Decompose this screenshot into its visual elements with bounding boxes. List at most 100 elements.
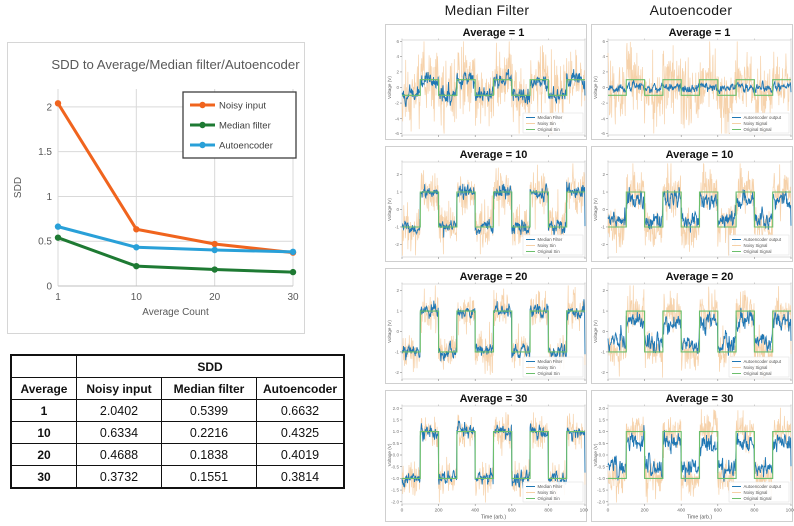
subplot-y-label: Voltage (V) — [387, 198, 392, 221]
subplot-y-label: Voltage (V) — [387, 443, 392, 466]
svg-text:2: 2 — [602, 172, 605, 177]
subplot-ae-avg-10: Average = 10 -2 -1 0 1 2 Voltage (V) Autoencode… — [591, 146, 793, 262]
original-signal-line — [402, 310, 585, 353]
svg-text:1.5: 1.5 — [599, 418, 606, 423]
svg-text:-2: -2 — [601, 370, 606, 375]
svg-text:-2: -2 — [601, 101, 606, 106]
row-header-cell: 30 — [10, 465, 77, 489]
svg-text:0: 0 — [396, 329, 399, 334]
value-cell: 0.5399 — [161, 399, 257, 422]
series-line — [56, 102, 294, 255]
subplot-y-label: Voltage (V) — [387, 76, 392, 99]
svg-text:2.0: 2.0 — [393, 406, 400, 411]
svg-text:6: 6 — [602, 39, 605, 44]
svg-text:0: 0 — [607, 508, 610, 514]
table-row: 10 0.6334 0.2216 0.4325 — [10, 421, 345, 444]
svg-text:-2.0: -2.0 — [597, 499, 605, 504]
col-header-median-filter: Median filter — [161, 377, 257, 400]
svg-text:-0.5: -0.5 — [597, 464, 605, 469]
svg-text:-6: -6 — [601, 131, 606, 136]
subplot-y-label: Voltage (V) — [387, 320, 392, 343]
svg-text:1: 1 — [396, 190, 399, 195]
x-axis-label: Average Count — [142, 307, 209, 318]
svg-text:0.5: 0.5 — [393, 441, 400, 446]
data-point-marker — [211, 240, 218, 248]
subplot-title: Average = 10 — [460, 149, 528, 161]
subplot-legend-label: Original Sin — [538, 496, 561, 501]
data-point-marker — [54, 223, 62, 230]
subplot-legend-label: Noisy Sin — [538, 365, 557, 370]
subplot-title: Average = 1 — [463, 27, 525, 39]
left-column: SDD to Average/Median filter/Autoencoder… — [0, 0, 383, 526]
subplot-legend-label: Median Filter — [538, 237, 563, 242]
subplot-title: Average = 30 — [460, 393, 528, 405]
svg-text:600: 600 — [508, 508, 516, 514]
chart-title: SDD to Average/Median filter/Autoencoder — [51, 57, 300, 72]
data-point-marker — [133, 226, 140, 233]
value-cell: 0.3732 — [76, 465, 162, 489]
subplot-legend-label: Original Signal — [744, 249, 772, 254]
output-signal-line — [401, 69, 586, 107]
subplot-svg-mf-avg-30: Average = 30 -2.0 -1.5 -1.0 -0.5 0.0 0.5 1.0 1.5… — [387, 393, 591, 521]
svg-text:200: 200 — [435, 508, 443, 514]
subplot-svg-ae-avg-20: Average = 20 -2 -1 0 1 2 Voltage (V) Autoencode… — [593, 271, 792, 381]
subplot-legend-label: Original Sin — [538, 127, 561, 132]
svg-text:1000: 1000 — [580, 508, 588, 514]
value-cell: 0.2216 — [161, 421, 257, 444]
svg-text:-1: -1 — [601, 225, 606, 230]
subplot-svg-ae-avg-10: Average = 10 -2 -1 0 1 2 Voltage (V) Autoencode… — [593, 149, 792, 259]
data-point-marker — [54, 234, 62, 241]
subplot-title: Average = 30 — [666, 393, 734, 405]
value-cell: 0.4019 — [256, 443, 345, 466]
panel-header-median-filter: Median Filter — [444, 2, 530, 18]
series-line — [57, 225, 294, 254]
legend-label: Noisy input — [219, 101, 266, 112]
svg-text:2.0: 2.0 — [599, 406, 606, 411]
subplot-svg-mf-avg-10: Average = 10 -2 -1 0 1 2 Voltage (V) Median Fil… — [387, 149, 586, 259]
subplot-svg-ae-avg-30: Average = 30 -2.0 -1.5 -1.0 -0.5 0.0 0.5 1.0 1.5… — [593, 393, 794, 521]
subplot-ae-avg-1: Average = 1 -6 -4 -2 0 2 4 6 Voltage (V) Autoenco… — [591, 24, 793, 140]
svg-text:0: 0 — [46, 282, 52, 293]
svg-text:1.5: 1.5 — [393, 418, 400, 423]
subplot-title: Average = 20 — [460, 271, 528, 283]
svg-text:-2.0: -2.0 — [391, 499, 399, 504]
col-header-autoencoder: Autoencoder — [256, 377, 345, 400]
svg-text:0: 0 — [396, 85, 399, 90]
svg-text:-0.5: -0.5 — [391, 464, 399, 469]
svg-text:0.0: 0.0 — [599, 453, 606, 458]
subplot-legend-label: Original Signal — [744, 127, 772, 132]
subplot-mf-avg-1: Average = 1 -6 -4 -2 0 2 4 6 Voltage (V) Median F… — [385, 24, 587, 140]
svg-text:-1: -1 — [395, 350, 400, 355]
subplot-x-label: Time (arb.) — [687, 515, 712, 521]
svg-text:2: 2 — [602, 288, 605, 293]
svg-text:30: 30 — [287, 292, 299, 303]
table-row: 1 2.0402 0.5399 0.6632 — [10, 399, 345, 422]
subplot-title: Average = 20 — [666, 271, 734, 283]
svg-text:1: 1 — [602, 190, 605, 195]
table-group-header-row: SDD — [10, 354, 345, 378]
subplot-legend-label: Noisy Signal — [744, 490, 768, 495]
subplot-legend-label: Autoencoder output — [744, 237, 782, 242]
svg-text:0: 0 — [602, 207, 605, 212]
svg-text:-2: -2 — [395, 370, 400, 375]
svg-text:-2: -2 — [395, 242, 400, 247]
svg-text:-2: -2 — [395, 101, 400, 106]
svg-text:1: 1 — [602, 309, 605, 314]
subplot-legend-label: Noisy Signal — [744, 121, 768, 126]
svg-text:20: 20 — [209, 292, 221, 303]
col-header-average: Average — [10, 377, 77, 400]
original-signal-line — [402, 191, 585, 228]
svg-text:2: 2 — [396, 70, 399, 75]
subplot-legend-label: Autoencoder output — [744, 484, 782, 489]
svg-text:4: 4 — [602, 54, 605, 59]
original-signal-line — [402, 79, 585, 96]
panel-header-autoencoder: Autoencoder — [649, 2, 733, 18]
svg-text:0: 0 — [602, 85, 605, 90]
svg-text:-1.0: -1.0 — [597, 476, 605, 481]
original-signal-line — [608, 431, 791, 479]
subplot-legend-label: Median Filter — [538, 359, 563, 364]
svg-text:800: 800 — [544, 508, 552, 514]
original-signal-line — [608, 310, 791, 353]
svg-text:400: 400 — [471, 508, 479, 514]
